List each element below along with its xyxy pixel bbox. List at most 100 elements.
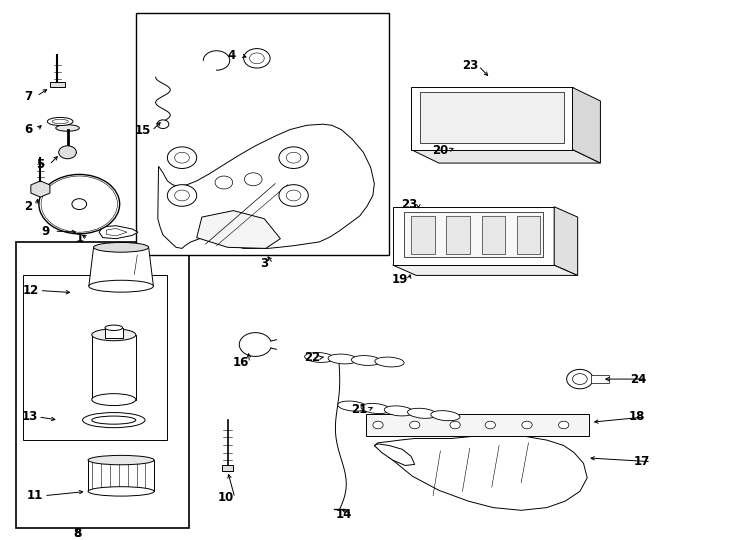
Polygon shape: [554, 207, 578, 275]
Circle shape: [167, 147, 197, 168]
Polygon shape: [374, 435, 587, 510]
Polygon shape: [374, 444, 415, 465]
Ellipse shape: [92, 394, 136, 406]
Text: 3: 3: [260, 257, 269, 270]
Circle shape: [522, 421, 532, 429]
Circle shape: [157, 120, 169, 129]
Text: 18: 18: [629, 410, 645, 423]
Circle shape: [215, 176, 233, 189]
Bar: [393, 207, 554, 265]
Circle shape: [167, 185, 197, 206]
Bar: [446, 217, 470, 254]
Circle shape: [50, 183, 109, 226]
Polygon shape: [197, 211, 280, 248]
Circle shape: [373, 421, 383, 429]
Polygon shape: [106, 228, 127, 236]
Ellipse shape: [82, 413, 145, 428]
Polygon shape: [411, 150, 600, 163]
Circle shape: [573, 374, 587, 384]
Text: 15: 15: [135, 124, 151, 137]
Ellipse shape: [305, 353, 334, 362]
Circle shape: [175, 152, 189, 163]
Circle shape: [175, 190, 189, 201]
Bar: [136, 13, 389, 255]
Bar: [23, 275, 167, 440]
Circle shape: [244, 49, 270, 68]
Ellipse shape: [105, 325, 123, 330]
Text: 8: 8: [73, 527, 81, 540]
Ellipse shape: [56, 125, 79, 131]
Bar: [411, 217, 435, 254]
Ellipse shape: [52, 119, 68, 124]
Text: 10: 10: [218, 491, 234, 504]
Text: 23: 23: [401, 198, 418, 211]
Ellipse shape: [92, 329, 136, 341]
Bar: [420, 92, 564, 143]
Ellipse shape: [88, 487, 154, 496]
Polygon shape: [31, 181, 50, 197]
Circle shape: [279, 185, 308, 206]
Circle shape: [559, 421, 569, 429]
Text: 1: 1: [75, 232, 84, 245]
Circle shape: [250, 53, 264, 64]
Bar: [88, 460, 154, 491]
Bar: [105, 328, 123, 338]
Bar: [404, 212, 543, 257]
Circle shape: [279, 147, 308, 168]
Circle shape: [286, 152, 301, 163]
Ellipse shape: [431, 410, 460, 421]
Text: 23: 23: [462, 59, 478, 72]
Circle shape: [485, 421, 495, 429]
Polygon shape: [573, 87, 600, 163]
Circle shape: [286, 190, 301, 201]
Ellipse shape: [328, 354, 357, 364]
Text: 8: 8: [73, 527, 81, 540]
Ellipse shape: [88, 455, 154, 465]
Circle shape: [72, 199, 87, 210]
Polygon shape: [158, 124, 374, 248]
Bar: [591, 375, 609, 383]
Ellipse shape: [407, 408, 437, 418]
Circle shape: [41, 176, 117, 232]
Text: 2: 2: [23, 200, 32, 213]
Circle shape: [44, 178, 115, 230]
Text: 13: 13: [21, 410, 37, 423]
Circle shape: [59, 146, 76, 159]
Ellipse shape: [338, 401, 367, 411]
Text: 21: 21: [352, 403, 368, 416]
Bar: [92, 335, 136, 400]
Text: 7: 7: [23, 90, 32, 103]
Text: 20: 20: [432, 144, 448, 157]
Ellipse shape: [47, 117, 73, 126]
Bar: [411, 87, 573, 150]
Text: 17: 17: [634, 455, 650, 468]
Circle shape: [410, 421, 420, 429]
Text: 16: 16: [233, 356, 249, 369]
Text: 11: 11: [27, 489, 43, 502]
Text: 24: 24: [631, 373, 647, 386]
Ellipse shape: [92, 416, 136, 424]
Circle shape: [450, 421, 460, 429]
Bar: [50, 82, 65, 87]
Text: 14: 14: [335, 508, 352, 521]
Polygon shape: [393, 265, 578, 275]
Circle shape: [39, 174, 120, 234]
Ellipse shape: [361, 403, 390, 414]
Ellipse shape: [89, 280, 153, 292]
Text: 6: 6: [23, 123, 32, 136]
Text: 9: 9: [41, 225, 50, 238]
Circle shape: [244, 173, 262, 186]
Bar: [482, 217, 505, 254]
Text: 4: 4: [228, 49, 236, 62]
Circle shape: [63, 192, 95, 216]
Text: 19: 19: [392, 273, 408, 286]
Text: 5: 5: [36, 158, 45, 171]
Text: 22: 22: [304, 351, 320, 364]
Bar: [517, 217, 540, 254]
Circle shape: [567, 369, 593, 389]
Bar: [366, 414, 589, 436]
Ellipse shape: [385, 406, 413, 416]
Polygon shape: [89, 247, 153, 286]
Polygon shape: [99, 226, 138, 239]
Ellipse shape: [352, 355, 381, 366]
